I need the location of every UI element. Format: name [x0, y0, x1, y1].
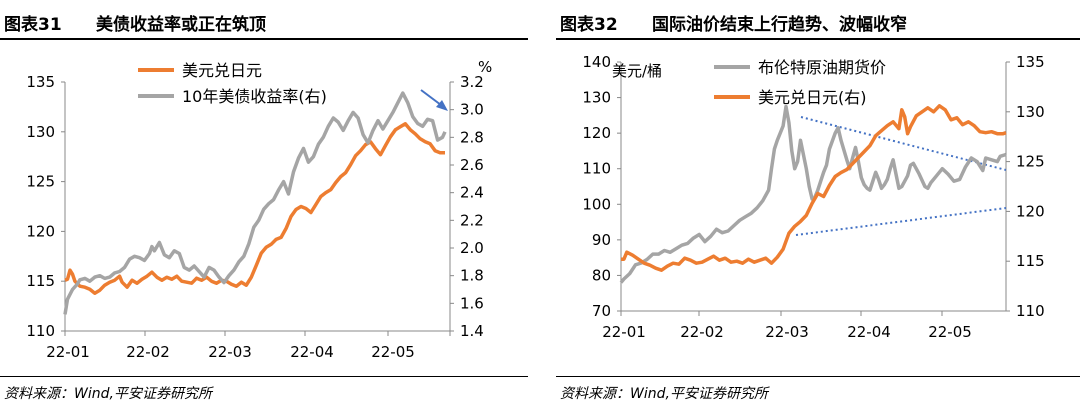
x-tick-label: 22-05 [371, 343, 415, 361]
y-right-tick-label: 2.4 [460, 184, 484, 202]
y-left-tick-label: 110 [26, 322, 55, 340]
x-tick-label: 22-02 [680, 323, 724, 341]
y-left-tick-label: 115 [26, 272, 55, 290]
y-left-tick-label: 120 [26, 222, 55, 240]
y-right-tick-label: 120 [1016, 202, 1045, 220]
y-right-tick-label: 125 [1016, 153, 1045, 171]
chart-title: 美债收益率或正在筑顶 [96, 15, 266, 35]
annotation-arrow-shaft [420, 89, 442, 106]
x-tick-label: 22-01 [602, 323, 646, 341]
source-note: 资料来源：Wind,平安证券研究所 [4, 386, 212, 402]
chart-title-bar: 图表31 美债收益率或正在筑顶 [0, 6, 528, 40]
figure-label: 图表32 [560, 15, 618, 35]
chart-31-svg: 110 115 120 125 130 135 1.4 1.6 1.8 2.0 2.2 2.4 2.6 2… [26, 58, 492, 361]
x-tick-label: 22-03 [208, 343, 252, 361]
series-line-1 [63, 91, 447, 315]
y-right-tick-label: 2.8 [460, 128, 484, 146]
legend-label: 10年美债收益率(右) [182, 87, 327, 106]
y-left-tick-label: 135 [26, 73, 55, 91]
source-bar: 资料来源：Wind,平安证券研究所 [0, 376, 528, 407]
series-line-0 [619, 104, 1007, 284]
x-tick-label: 22-03 [765, 323, 809, 341]
y-right-tick-label: 2.2 [460, 211, 484, 229]
x-tick-label: 22-02 [126, 343, 170, 361]
y-right-tick-label: 130 [1016, 103, 1045, 121]
y-left-tick-label: 110 [582, 160, 611, 178]
series-line-0 [64, 122, 445, 295]
legend-label: 美元兑日元 [182, 61, 262, 80]
y-left-tick-label: 70 [592, 302, 611, 320]
x-tick-label: 22-01 [46, 343, 90, 361]
legend-label: 美元兑日元(右) [758, 88, 867, 107]
legend-label: 布伦特原油期货价 [758, 58, 886, 77]
y-right-tick-label: 1.4 [460, 322, 484, 340]
chart-title-bar: 图表32 国际油价结束上行趋势、波幅收窄 [556, 6, 1080, 40]
y-left-tick-label: 80 [592, 266, 611, 284]
chart-32-svg: 70 80 90 100 110 120 130 140 110 115 120 125 130 135 2… [582, 53, 1045, 341]
chart-panel-32: 图表32 国际油价结束上行趋势、波幅收窄 70 80 90 100 110 120 130 1… [556, 0, 1080, 412]
y-left-tick-label: 100 [582, 195, 611, 213]
y-left-tick-label: 140 [582, 53, 611, 71]
y-right-tick-label: 2.6 [460, 156, 484, 174]
y-right-unit: % [478, 58, 492, 76]
series-line-1 [621, 104, 1007, 272]
figure-label: 图表31 [4, 15, 62, 35]
y-right-tick-label: 1.8 [460, 267, 484, 285]
y-left-tick-label: 120 [582, 124, 611, 142]
x-tick-label: 22-05 [928, 323, 972, 341]
source-bar: 资料来源：Wind,平安证券研究所 [556, 376, 1080, 407]
x-tick-label: 22-04 [290, 343, 334, 361]
y-right-tick-label: 2.0 [460, 239, 484, 257]
source-note: 资料来源：Wind,平安证券研究所 [560, 386, 768, 402]
y-left-tick-label: 130 [26, 123, 55, 141]
trend-line-lower [795, 207, 1007, 236]
chart-title: 国际油价结束上行趋势、波幅收窄 [652, 15, 907, 35]
y-right-tick-label: 115 [1016, 252, 1045, 270]
y-right-tick-label: 3.0 [460, 101, 484, 119]
y-right-tick-label: 1.6 [460, 294, 484, 312]
y-right-tick-label: 3.2 [460, 73, 484, 91]
chart-panel-31: 图表31 美债收益率或正在筑顶 110 115 120 125 130 135 1.4 1.6… [0, 0, 528, 412]
trend-line-upper [800, 116, 1007, 171]
y-left-unit: 美元/桶 [612, 62, 662, 80]
annotation-arrow-head [436, 100, 448, 111]
y-left-tick-label: 125 [26, 173, 55, 191]
y-right-tick-label: 110 [1016, 302, 1045, 320]
x-tick-label: 22-04 [847, 323, 891, 341]
y-left-tick-label: 130 [582, 89, 611, 107]
y-right-tick-label: 135 [1016, 53, 1045, 71]
y-left-tick-label: 90 [592, 231, 611, 249]
